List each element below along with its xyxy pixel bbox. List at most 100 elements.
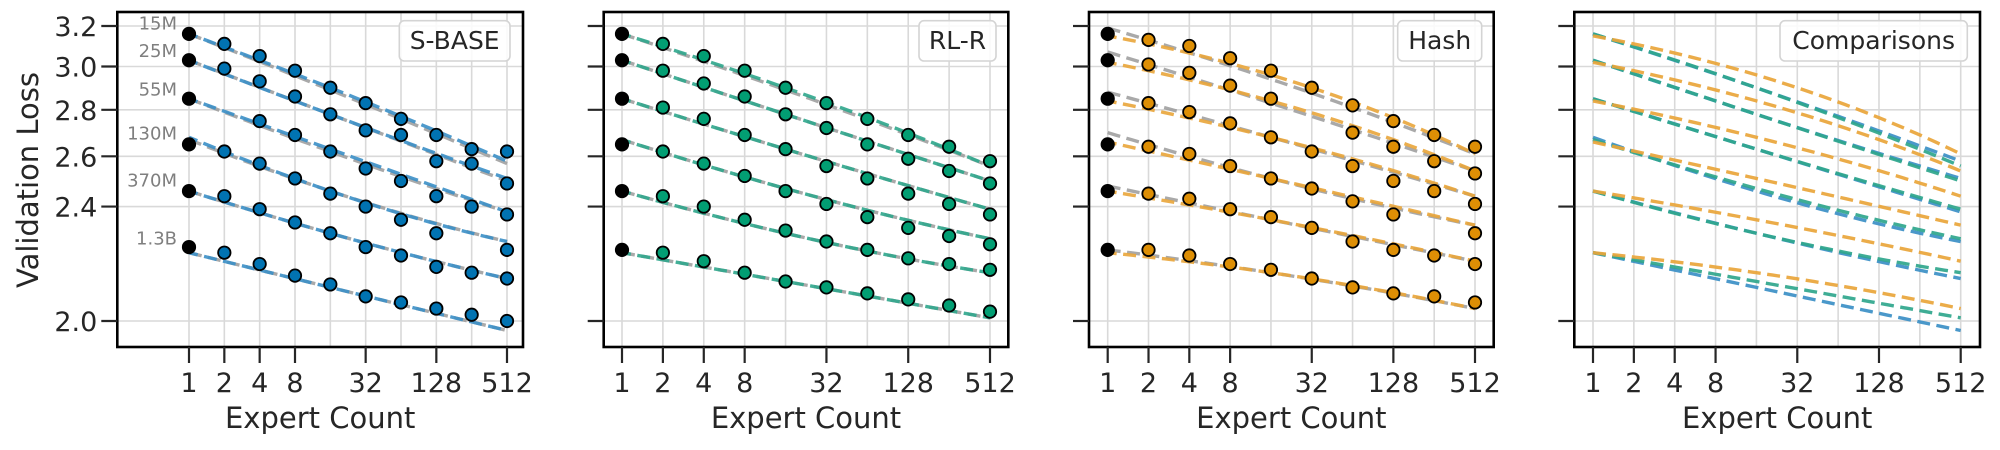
comparison-fit-sbase (1592, 97, 1962, 214)
data-point (778, 107, 793, 122)
data-point (901, 292, 916, 307)
y-tick-label: 2.6 (54, 142, 97, 173)
data-point (393, 173, 409, 189)
data-point (1223, 256, 1238, 272)
data-point (252, 49, 267, 64)
data-point (860, 171, 875, 186)
data-point (901, 251, 916, 266)
comparison-fit-hash (1592, 140, 1962, 227)
x-tick-label: 32 (809, 368, 843, 399)
data-point (1386, 286, 1401, 301)
y-tick-label: 2.4 (54, 193, 97, 224)
data-point (1263, 63, 1279, 78)
data-point (737, 63, 752, 78)
axes-frame (1573, 10, 1982, 349)
data-point (860, 137, 875, 152)
data-point (464, 265, 479, 280)
data-point (464, 199, 479, 214)
comparison-fit-sbase (1592, 251, 1962, 333)
data-point (655, 245, 670, 260)
series-label: 55M (139, 79, 177, 100)
data-point (1304, 181, 1319, 196)
x-tick-label: 4 (1666, 368, 1683, 399)
data-point (1345, 158, 1360, 174)
data-point (1345, 280, 1360, 295)
data-point (942, 196, 957, 212)
data-point (1182, 38, 1197, 54)
data-point (181, 137, 197, 152)
fit-lines (621, 32, 991, 320)
data-point (358, 289, 373, 304)
data-point (860, 286, 875, 301)
fit-lines (188, 32, 508, 333)
data-point (393, 127, 409, 143)
x-axis: 1 2 4 8 32 128 512 Expert Count (613, 347, 1016, 435)
x-tick-label: 128 (411, 368, 463, 399)
x-tick-label: 8 (736, 368, 753, 399)
data-point (982, 304, 998, 319)
data-point (1263, 171, 1279, 186)
panel-hash: 1 2 4 8 32 128 512 Expert Count Hash (1073, 10, 1501, 435)
panel-comparisons: 1 2 4 8 32 128 512 Expert Count Comparisons (1558, 10, 1986, 435)
series-label: 130M (127, 124, 177, 145)
x-tick-label: 4 (251, 368, 268, 399)
data-point (655, 100, 670, 115)
series-labels: 15M 25M 55M 130M 370M 1.3B (127, 14, 177, 250)
comparison-fit-hash (1592, 189, 1962, 263)
data-point (1141, 242, 1156, 257)
data-point (1141, 186, 1156, 201)
data-point (181, 26, 197, 41)
y-axis (587, 24, 604, 323)
data-point (982, 237, 998, 252)
data-point (1345, 125, 1360, 140)
data-point (429, 154, 444, 169)
data-point (655, 189, 670, 204)
data-point (181, 91, 197, 106)
data-point (1427, 289, 1442, 304)
data-point (614, 183, 630, 199)
comparison-fit-rlr (1592, 138, 1962, 241)
data-point (982, 207, 998, 222)
data-point (860, 210, 875, 225)
fit-lines (1592, 32, 1962, 333)
x-tick-label: 2 (654, 368, 671, 399)
data-point (429, 226, 444, 241)
data-point (1223, 78, 1238, 93)
data-point (464, 307, 479, 322)
data-point (323, 80, 338, 95)
data-point (1100, 91, 1115, 106)
data-point (1100, 26, 1115, 41)
data-point (737, 265, 752, 280)
data-point (696, 199, 711, 214)
data-point (287, 171, 303, 186)
data-point (464, 142, 479, 157)
data-point (1386, 207, 1401, 222)
comparison-fit-rlr (1592, 189, 1961, 275)
data-point (358, 123, 373, 138)
x-tick-label: 32 (1780, 368, 1814, 399)
data-point (696, 254, 711, 269)
data-point (1223, 116, 1238, 131)
data-point (737, 212, 752, 227)
data-point (358, 239, 373, 255)
data-point (499, 176, 515, 191)
gridlines (603, 12, 1009, 347)
data-point (499, 271, 515, 286)
data-point (1345, 98, 1360, 113)
data-point (1141, 96, 1156, 111)
data-point (429, 189, 444, 204)
data-point (217, 36, 232, 52)
data-point (429, 127, 444, 143)
data-point (819, 96, 834, 111)
data-point (1427, 183, 1442, 199)
series-label: 25M (139, 41, 177, 62)
data-point (655, 144, 670, 159)
x-axis-label: Expert Count (1682, 401, 1872, 435)
x-axis-label: Expert Count (225, 401, 415, 435)
data-point (499, 242, 515, 257)
data-point (1263, 210, 1279, 225)
data-point (1100, 242, 1115, 257)
data-point (655, 63, 670, 78)
data-point (393, 295, 409, 310)
data-point (181, 239, 197, 255)
